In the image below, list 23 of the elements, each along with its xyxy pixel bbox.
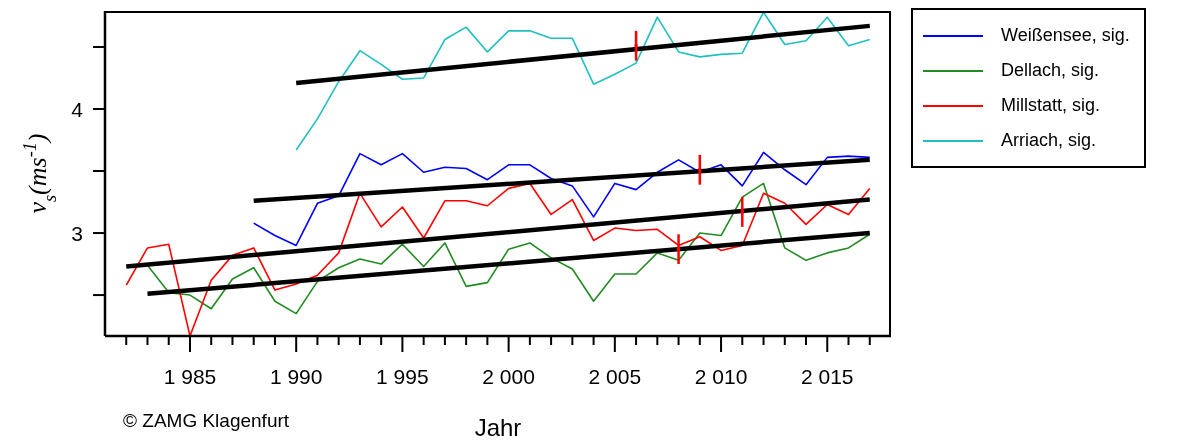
y-tick-label: 4 — [71, 98, 84, 121]
text: © ZAMG Klagenfurt — [123, 410, 290, 432]
legend-label: Weißensee, sig. — [1001, 25, 1130, 46]
line-series — [295, 11, 871, 151]
legend-label: Arriach, sig. — [1001, 130, 1097, 151]
x-tick-label: 2 010 — [694, 365, 748, 388]
x-tick-label: 1 990 — [269, 365, 323, 388]
legend-label: Millstatt, sig. — [1001, 95, 1101, 116]
point — [740, 210, 744, 214]
point — [698, 168, 702, 172]
point — [677, 247, 681, 251]
x-axis-title: Jahr — [474, 414, 522, 441]
point — [634, 44, 638, 48]
x-tick-label: 1 985 — [163, 365, 217, 388]
legend-label: Dellach, sig. — [1001, 60, 1100, 81]
line-series — [252, 151, 871, 247]
y-tick-label: 3 — [71, 222, 83, 246]
line-series — [125, 182, 871, 336]
x-tick-label: 2 005 — [588, 365, 642, 388]
x-tick-label: 1 995 — [376, 365, 429, 388]
x-tick-label: 2 000 — [482, 365, 535, 388]
x-tick-label: 2 015 — [800, 365, 854, 388]
line-series — [146, 182, 871, 315]
